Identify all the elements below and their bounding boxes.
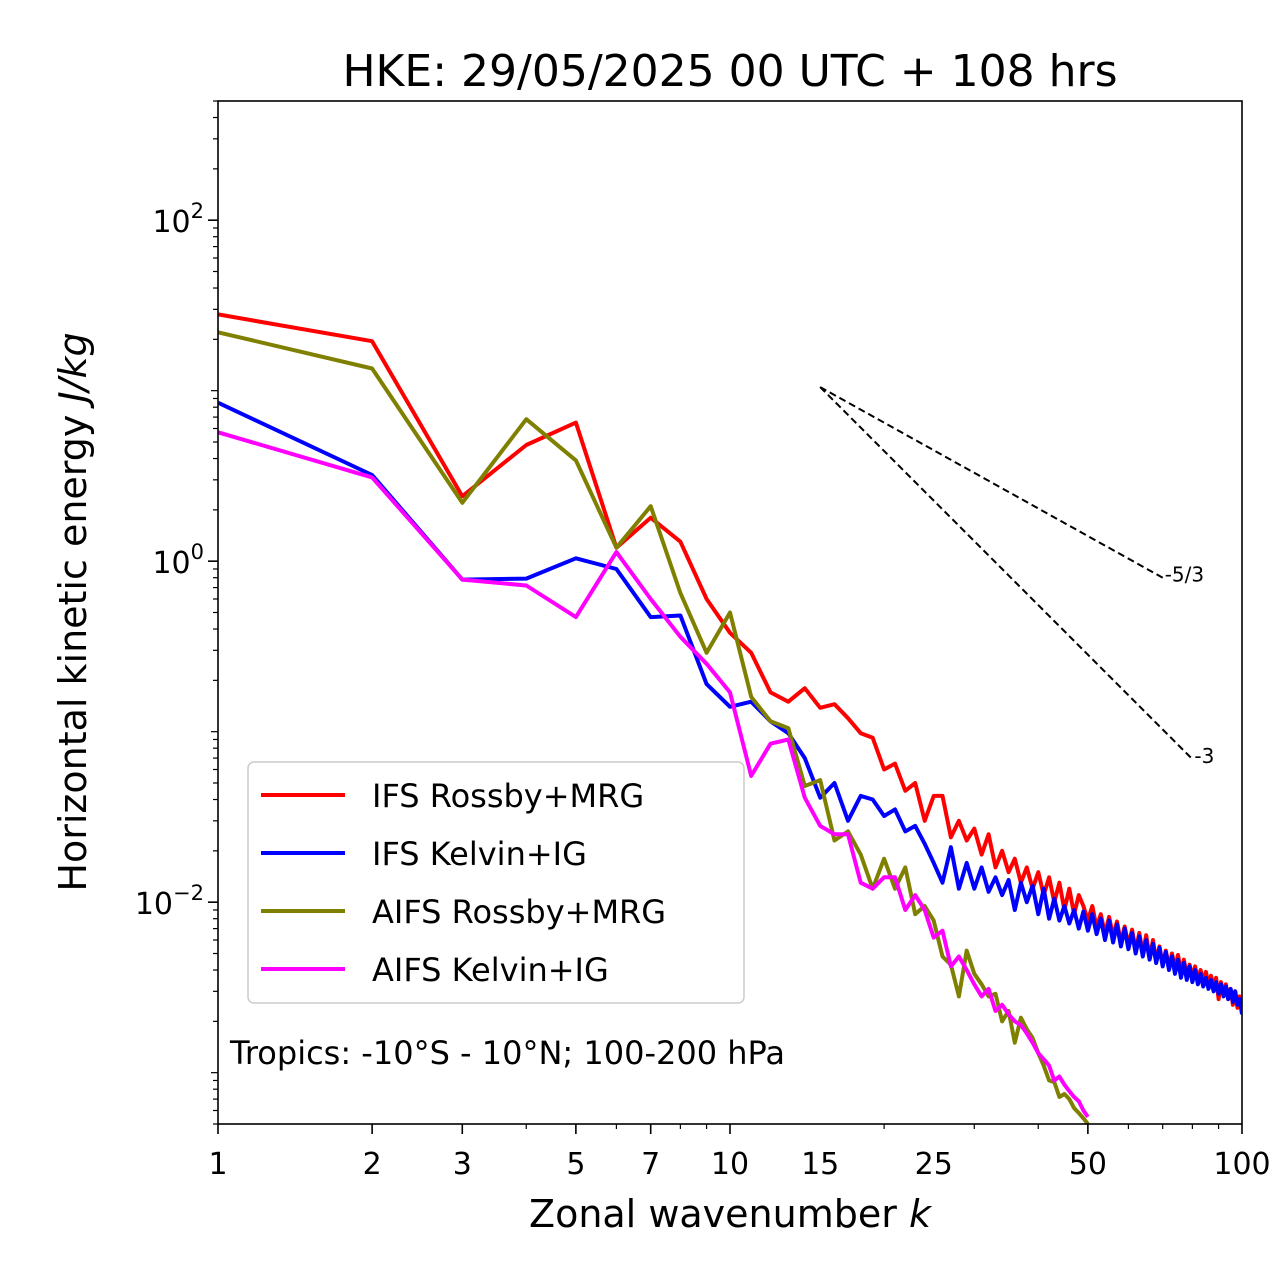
y-axis-label: Horizontal kinetic energy J/kg	[51, 332, 95, 891]
series-layer	[218, 312, 1242, 1124]
x-tick-label: 100	[1213, 1147, 1270, 1182]
legend-box	[247, 761, 745, 1004]
y-tick-label: 10−2	[135, 881, 204, 922]
x-tick-label: 25	[915, 1147, 953, 1182]
x-tick-label: 50	[1069, 1147, 1107, 1182]
legend-label-1: IFS Rossby+MRG	[372, 777, 644, 815]
chart-title: HKE: 29/05/2025 00 UTC + 108 hrs	[342, 46, 1117, 97]
legend-label-3: AIFS Rossby+MRG	[372, 893, 666, 931]
x-tick-labels: 1 2 3 5 7 10 15 25 50 100	[208, 1147, 1270, 1182]
series-line-2	[218, 400, 1242, 1015]
legend-label-2: IFS Kelvin+IG	[372, 835, 587, 873]
y-tick-labels: 10−2 100 102	[135, 199, 204, 922]
x-tick-label: 5	[566, 1147, 585, 1182]
reference-line-label-2: -3	[1194, 744, 1214, 768]
x-tick-label: 3	[453, 1147, 472, 1182]
x-tick-label: 7	[641, 1147, 660, 1182]
reference-line-label-1: -5/3	[1165, 563, 1204, 587]
axis-ticks	[208, 100, 1243, 1134]
x-tick-label: 2	[363, 1147, 382, 1182]
plot-frame	[217, 100, 1243, 1125]
y-tick-label: 100	[152, 540, 204, 581]
legend: IFS Rossby+MRG IFS Kelvin+IG AIFS Rossby+M…	[247, 761, 745, 1004]
series-line-3	[218, 330, 1090, 1124]
reference-slope-lines: -5/3 -3	[819, 386, 1214, 768]
region-annotation: Tropics: -10°S - 10°N; 100-200 hPa	[229, 1034, 785, 1072]
x-tick-label: 1	[208, 1147, 227, 1182]
y-tick-label: 102	[152, 199, 204, 240]
x-tick-label: 10	[711, 1147, 749, 1182]
x-axis-label: Zonal wavenumber k	[529, 1192, 933, 1236]
x-tick-label: 15	[801, 1147, 839, 1182]
series-line-4	[218, 430, 1090, 1119]
legend-label-4: AIFS Kelvin+IG	[372, 951, 609, 989]
